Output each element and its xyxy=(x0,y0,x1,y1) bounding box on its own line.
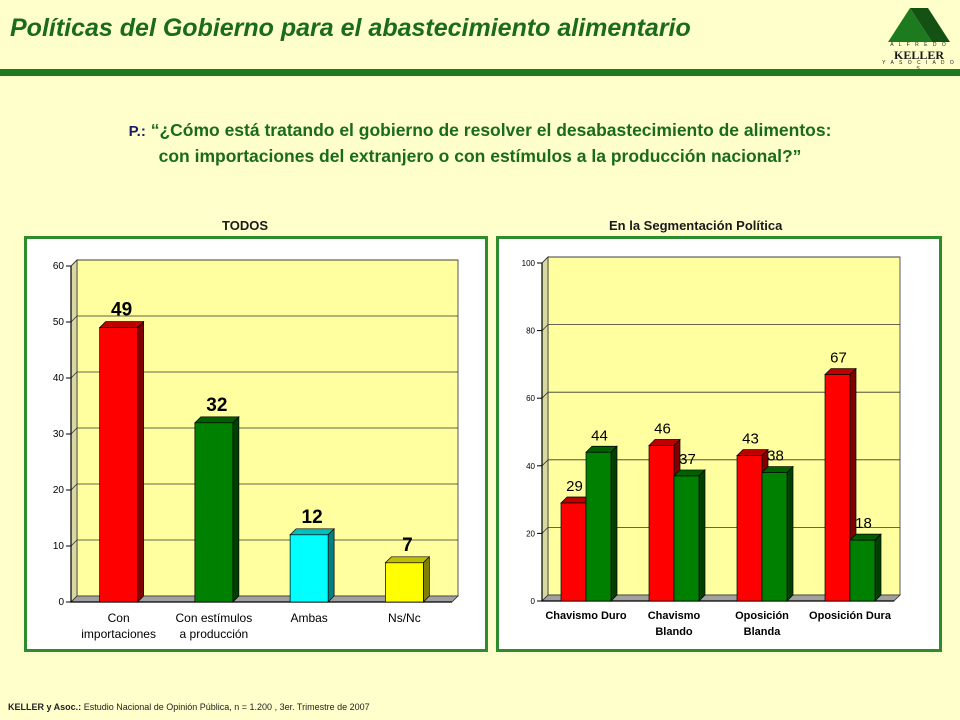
data-label: 46 xyxy=(654,421,671,438)
question-line-2: con importaciones del extranjero o con e… xyxy=(158,146,802,166)
x-tick-label: Oposición xyxy=(735,610,789,622)
y-tick-label: 40 xyxy=(526,462,535,471)
bar xyxy=(648,445,675,602)
bar-side xyxy=(874,533,882,602)
bar-side xyxy=(698,469,706,602)
y-tick-label: 60 xyxy=(53,261,65,272)
bar-side xyxy=(423,555,430,603)
keller-logo: A L F R E D O KELLER Y A S O C I A D O S xyxy=(880,4,958,72)
y-tick-label: 50 xyxy=(53,317,65,328)
x-tick-label: a producción xyxy=(180,627,249,641)
y-tick-label: 60 xyxy=(526,394,535,403)
y-tick-label: 0 xyxy=(58,597,64,608)
x-tick-label: Ambas xyxy=(290,611,327,625)
x-tick-label: Chavismo xyxy=(648,610,701,622)
data-label: 67 xyxy=(830,350,847,367)
bar-side xyxy=(786,465,794,602)
survey-question: P.: “¿Cómo está tratando el gobierno de … xyxy=(40,118,920,169)
page-title: Políticas del Gobierno para el abastecim… xyxy=(10,14,691,42)
y-tick-label: 80 xyxy=(526,327,535,336)
chart-todos: 0 10 20 30 40 50 60 49 Con importaciones 32 Con est… xyxy=(53,259,459,641)
y-tick-label: 20 xyxy=(526,529,535,538)
data-label: 44 xyxy=(591,427,608,444)
bar-side xyxy=(327,527,335,603)
x-tick-label: Blando xyxy=(655,626,693,638)
x-tick-label: Con estímulos xyxy=(176,611,253,625)
x-tick-label: Ns/Nc xyxy=(388,611,421,625)
bar xyxy=(585,451,612,602)
gridline-diag xyxy=(70,371,78,379)
chart-panel-todos: 0 10 20 30 40 50 60 49 Con importaciones 32 Con est… xyxy=(24,236,488,652)
bar xyxy=(849,539,876,602)
data-label: 32 xyxy=(206,395,227,416)
y-tick-label: 40 xyxy=(53,373,65,384)
bar-top xyxy=(98,321,145,328)
data-label: 18 xyxy=(855,515,872,532)
x-tick-label: Blanda xyxy=(744,626,782,638)
y-tick-label: 30 xyxy=(53,429,65,440)
chart-title-segmentacion: En la Segmentación Política xyxy=(609,218,783,233)
gridline-diag xyxy=(70,259,78,267)
x-tick-label: Con xyxy=(108,611,130,625)
bar xyxy=(673,475,700,602)
bar xyxy=(194,422,234,603)
chart-title-todos: TODOS xyxy=(222,218,268,233)
gridline-diag xyxy=(70,483,78,491)
y-tick-label: 100 xyxy=(522,259,536,268)
gridline-diag xyxy=(70,315,78,323)
bar xyxy=(560,502,587,602)
bar xyxy=(385,562,424,603)
gridline-diag xyxy=(541,459,549,467)
bar-side xyxy=(137,320,144,603)
bar xyxy=(761,472,788,602)
data-label: 29 xyxy=(566,478,583,495)
gridline-diag xyxy=(70,539,78,547)
bar-side xyxy=(610,445,618,602)
question-label: P.: xyxy=(128,123,146,140)
logo-top-text: A L F R E D O xyxy=(890,42,948,48)
data-label: 38 xyxy=(767,448,784,465)
data-label: 12 xyxy=(302,507,323,528)
y-tick-label: 0 xyxy=(531,597,536,606)
bar-top xyxy=(384,556,431,564)
data-label: 37 xyxy=(679,451,696,468)
x-tick-label: importaciones xyxy=(81,627,156,641)
chart-segmentacion: 0 20 40 60 80 100 29 44 Chavismo Duro 46 37 Chavism… xyxy=(522,256,901,638)
gridline-diag xyxy=(541,527,549,534)
header-divider xyxy=(0,69,960,76)
logo-name: KELLER xyxy=(893,48,944,62)
question-line-1: “¿Cómo está tratando el gobierno de reso… xyxy=(150,120,832,140)
y-tick-label: 10 xyxy=(53,541,65,552)
source-note: KELLER y Asoc.: Estudio Nacional de Opin… xyxy=(8,702,370,712)
bar-top xyxy=(194,416,240,424)
bar xyxy=(824,374,851,602)
data-label: 43 xyxy=(742,431,759,448)
bar xyxy=(289,534,329,603)
gridline-diag xyxy=(541,391,549,399)
chart-panel-segmentacion: 0 20 40 60 80 100 29 44 Chavismo Duro 46 37 Chavism… xyxy=(496,236,942,652)
bar xyxy=(99,327,138,603)
logo-mark-icon xyxy=(888,8,950,42)
gridline-diag xyxy=(541,324,549,331)
x-tick-label: Oposición Dura xyxy=(809,610,892,622)
bar-side xyxy=(232,415,240,603)
x-tick-label: Chavismo Duro xyxy=(545,610,627,622)
data-label: 7 xyxy=(402,535,413,556)
side-wall xyxy=(541,256,549,602)
bar xyxy=(736,455,763,602)
source-text: Estudio Nacional de Opinión Pública, n =… xyxy=(81,702,370,712)
y-tick-label: 20 xyxy=(53,485,65,496)
bar-top xyxy=(289,528,335,536)
source-author: KELLER y Asoc.: xyxy=(8,702,82,712)
data-label: 49 xyxy=(111,300,132,321)
gridline-diag xyxy=(70,427,78,435)
gridline-diag xyxy=(541,256,549,264)
